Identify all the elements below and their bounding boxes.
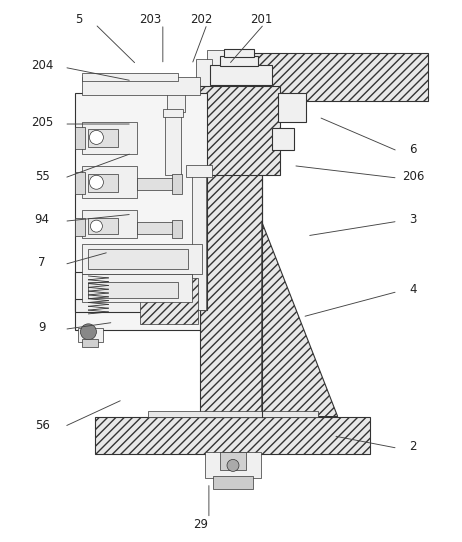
Bar [88, 175, 118, 192]
Bar [186, 165, 212, 177]
Text: 6: 6 [409, 143, 417, 156]
Bar [165, 113, 181, 175]
Circle shape [227, 460, 239, 472]
Bar [88, 282, 178, 298]
Bar [82, 244, 202, 274]
Circle shape [91, 220, 103, 232]
Text: 3: 3 [409, 213, 417, 226]
Bar [163, 109, 183, 118]
Bar [82, 76, 200, 94]
Circle shape [90, 175, 103, 189]
Bar [224, 53, 428, 100]
Bar [75, 299, 195, 312]
Text: 55: 55 [35, 170, 49, 183]
Bar [167, 81, 185, 113]
Bar [210, 64, 272, 85]
Bar [82, 73, 178, 81]
Bar [213, 476, 253, 489]
Bar [75, 272, 200, 330]
Bar [82, 339, 98, 347]
Text: 2: 2 [409, 440, 417, 453]
Bar [272, 128, 294, 150]
Bar [82, 274, 192, 302]
Bar [178, 86, 280, 175]
Text: 9: 9 [38, 321, 46, 334]
Bar [75, 127, 85, 150]
Bar [75, 172, 85, 194]
Bar [79, 328, 103, 342]
Bar [88, 249, 188, 269]
Bar [192, 175, 206, 310]
Bar [205, 453, 261, 479]
Text: 5: 5 [75, 13, 83, 26]
Bar [75, 218, 85, 236]
Bar [278, 93, 306, 122]
Bar [224, 49, 254, 57]
Bar [172, 220, 182, 238]
Bar [207, 50, 229, 105]
Bar [96, 417, 370, 454]
Bar [82, 166, 137, 198]
Bar [220, 453, 246, 470]
Text: 202: 202 [190, 13, 212, 26]
Bar [88, 130, 118, 147]
Text: 203: 203 [139, 13, 162, 26]
Bar [82, 122, 137, 154]
Circle shape [90, 131, 103, 144]
Bar [140, 278, 198, 324]
Text: 4: 4 [409, 283, 417, 296]
Bar [172, 175, 182, 194]
Text: 29: 29 [194, 519, 208, 532]
Bar [82, 210, 137, 238]
Text: 204: 204 [31, 59, 53, 72]
Bar [148, 411, 318, 417]
Bar [88, 218, 118, 234]
Text: 56: 56 [35, 418, 49, 431]
Bar [220, 56, 258, 66]
Bar [137, 178, 175, 190]
Text: 94: 94 [35, 213, 49, 226]
Text: 7: 7 [38, 256, 46, 269]
Bar [75, 93, 207, 310]
Bar [200, 144, 262, 417]
Bar [137, 222, 175, 234]
Bar [196, 59, 212, 99]
Circle shape [80, 324, 97, 340]
Polygon shape [262, 222, 338, 417]
Text: 201: 201 [250, 13, 272, 26]
Text: 206: 206 [402, 170, 424, 183]
Text: 205: 205 [31, 116, 53, 129]
